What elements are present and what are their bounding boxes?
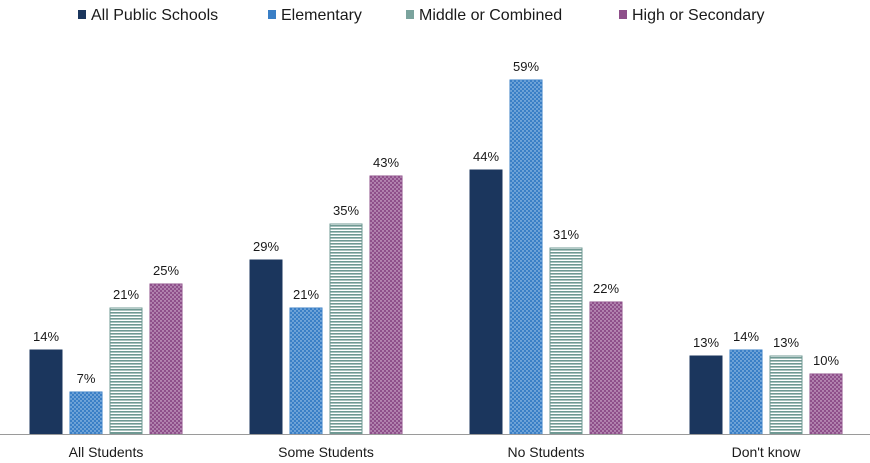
bar-3-3: [809, 373, 843, 435]
data-label-2-0: 44%: [473, 149, 499, 164]
data-label-1-2: 35%: [333, 203, 359, 218]
legend-label-0: All Public Schools: [91, 7, 218, 24]
bar-0-2: [109, 307, 143, 435]
category-label-2: No Students: [507, 444, 584, 460]
data-label-1-0: 29%: [253, 239, 279, 254]
bar-2-1: [509, 79, 543, 435]
bar-1-3: [369, 175, 403, 435]
data-label-2-3: 22%: [593, 281, 619, 296]
legend-swatch-1: [268, 10, 276, 19]
bar-3-1: [729, 349, 763, 435]
bar-2-3: [589, 301, 623, 435]
bar-0-0: [29, 349, 63, 435]
data-label-0-3: 25%: [153, 263, 179, 278]
legend-label-2: Middle or Combined: [419, 7, 562, 24]
legend-swatch-3: [619, 10, 627, 19]
bar-1-0: [249, 259, 283, 435]
data-label-1-1: 21%: [293, 287, 319, 302]
data-label-3-1: 14%: [733, 329, 759, 344]
category-labels-group: All Students Some Students No Students Don'…: [69, 444, 802, 460]
bar-3-2: [769, 355, 803, 435]
legend-swatch-0: [78, 10, 86, 19]
bar-3-0: [689, 355, 723, 435]
data-label-0-2: 21%: [113, 287, 139, 302]
legend-label-1: Elementary: [281, 7, 362, 24]
legend: All Public Schools Elementary Middle or Co…: [78, 7, 765, 24]
legend-label-3: High or Secondary: [632, 7, 765, 24]
data-label-2-1: 59%: [513, 59, 539, 74]
bar-2-2: [549, 247, 583, 435]
data-label-3-0: 13%: [693, 335, 719, 350]
bar-1-1: [289, 307, 323, 435]
legend-swatch-2: [406, 10, 414, 19]
bar-1-2: [329, 223, 363, 435]
category-label-1: Some Students: [278, 444, 374, 460]
data-label-3-2: 13%: [773, 335, 799, 350]
data-label-3-3: 10%: [813, 353, 839, 368]
data-labels-group: 14% 7% 21% 25% 29% 21% 35% 43% 44% 59% 31% 22% 13% 14…: [33, 59, 839, 386]
data-label-2-2: 31%: [553, 227, 579, 242]
bar-0-1: [69, 391, 103, 435]
bars-group: [29, 79, 843, 435]
category-label-3: Don't know: [732, 444, 802, 460]
bar-2-0: [469, 169, 503, 435]
category-label-0: All Students: [69, 444, 144, 460]
data-label-0-0: 14%: [33, 329, 59, 344]
bar-0-3: [149, 283, 183, 435]
data-label-0-1: 7%: [77, 371, 96, 386]
data-label-1-3: 43%: [373, 155, 399, 170]
